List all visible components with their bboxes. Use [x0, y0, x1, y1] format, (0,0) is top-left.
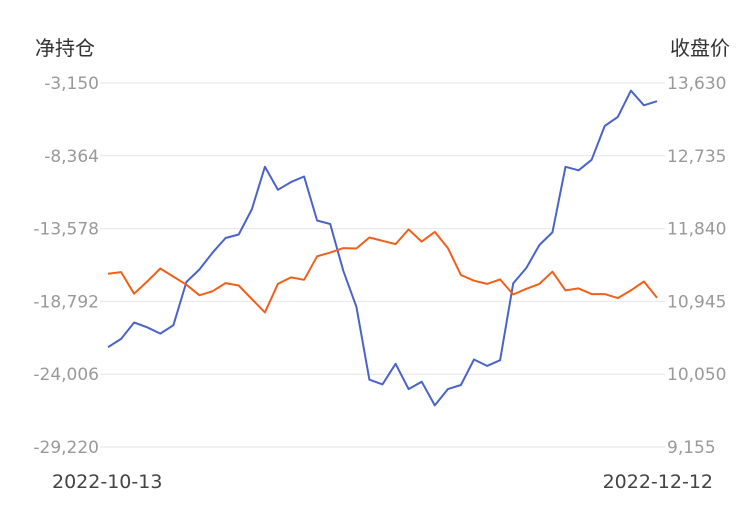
left-axis-ticks: -3,150 -8,364 -13,578 -18,792 -24,006 -29,220 — [33, 74, 99, 458]
left-tick-label: -18,792 — [33, 292, 99, 312]
right-tick-label: 10,050 — [667, 365, 726, 385]
right-tick-label: 13,630 — [667, 74, 726, 94]
close-price-line — [107, 228, 658, 314]
right-tick-label: 12,735 — [667, 147, 726, 167]
left-tick-label: -13,578 — [33, 220, 99, 240]
left-axis-title: 净持仓 — [35, 36, 95, 60]
left-tick-label: -8,364 — [44, 147, 99, 167]
left-tick-label: -3,150 — [44, 74, 99, 94]
right-tick-label: 11,840 — [667, 220, 726, 240]
right-axis-ticks: 13,630 12,735 11,840 10,945 10,050 9,155 — [667, 74, 726, 458]
right-tick-label: 10,945 — [667, 292, 726, 312]
x-start-label: 2022-10-13 — [52, 471, 162, 493]
left-tick-label: -24,006 — [33, 365, 99, 385]
right-axis-title: 收盘价 — [670, 36, 730, 60]
x-end-label: 2022-12-12 — [603, 471, 713, 493]
right-tick-label: 9,155 — [667, 438, 716, 458]
series-layer — [107, 89, 658, 407]
left-tick-label: -29,220 — [33, 438, 99, 458]
grid-lines — [100, 82, 665, 448]
net-position-line — [107, 89, 658, 407]
